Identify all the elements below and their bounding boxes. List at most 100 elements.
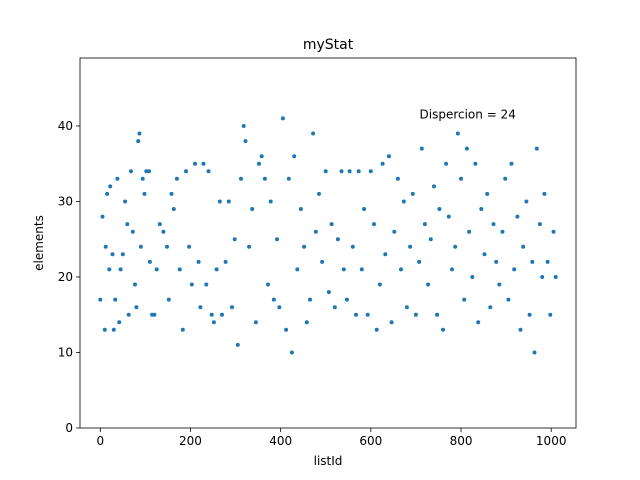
data-point <box>509 161 514 166</box>
data-point <box>157 222 162 227</box>
data-point <box>286 176 291 181</box>
data-point <box>354 312 358 317</box>
data-point <box>177 267 182 272</box>
x-tick-label: 1000 <box>536 434 567 448</box>
data-point <box>479 207 484 211</box>
data-point <box>320 259 325 264</box>
data-point <box>410 191 415 196</box>
data-point <box>126 312 131 317</box>
data-point <box>253 320 258 325</box>
data-point <box>211 320 216 325</box>
data-point <box>209 312 214 317</box>
y-tick-label: 0 <box>65 421 73 435</box>
data-point <box>545 259 550 264</box>
data-point <box>174 176 179 181</box>
data-point <box>455 131 460 136</box>
data-point <box>444 161 449 166</box>
data-point <box>105 191 110 196</box>
data-point <box>485 191 490 196</box>
data-point <box>374 327 379 332</box>
chart-title: myStat <box>303 37 354 53</box>
data-point <box>365 312 370 317</box>
data-point <box>302 244 307 249</box>
data-point <box>450 267 454 272</box>
data-point <box>295 267 300 272</box>
data-point <box>98 297 103 302</box>
data-point <box>377 282 382 287</box>
data-point <box>408 244 413 249</box>
data-point <box>142 191 147 196</box>
data-point <box>257 161 261 166</box>
y-tick-label: 10 <box>58 345 73 359</box>
x-tick-label: 800 <box>450 434 473 448</box>
data-point <box>214 267 219 272</box>
data-point <box>470 275 475 279</box>
data-point <box>136 139 141 144</box>
data-point <box>137 131 142 136</box>
data-point <box>323 169 328 174</box>
data-point <box>422 222 427 227</box>
data-point <box>298 207 303 211</box>
data-point <box>123 199 128 204</box>
data-point <box>232 237 237 242</box>
data-point <box>107 267 112 272</box>
data-point <box>311 131 316 136</box>
data-point <box>553 275 558 279</box>
data-point <box>534 146 539 151</box>
data-point <box>304 320 309 325</box>
data-point <box>206 169 211 174</box>
data-point <box>344 297 349 302</box>
data-point <box>432 184 436 189</box>
data-point <box>462 297 467 302</box>
data-point <box>125 222 130 227</box>
data-point <box>220 312 224 317</box>
data-point <box>100 214 105 219</box>
data-point <box>332 305 337 310</box>
data-point <box>326 290 331 295</box>
data-point <box>437 207 442 211</box>
data-point <box>368 169 373 174</box>
data-point <box>166 297 171 302</box>
data-point <box>537 222 542 227</box>
data-point <box>497 282 502 287</box>
data-point <box>108 184 113 189</box>
data-point <box>230 305 234 310</box>
data-point <box>503 176 508 181</box>
data-point <box>453 244 458 249</box>
data-point <box>341 267 346 272</box>
data-point <box>133 282 137 287</box>
data-point <box>317 191 321 196</box>
plot-frame <box>79 57 577 429</box>
y-tick-label: 20 <box>58 270 73 284</box>
data-point <box>235 342 240 347</box>
data-point <box>140 176 145 181</box>
data-point <box>476 320 481 325</box>
data-point <box>464 146 469 151</box>
data-point <box>154 267 159 272</box>
data-point <box>102 327 107 332</box>
data-point <box>280 116 285 121</box>
data-point <box>241 124 246 128</box>
data-point <box>542 191 547 196</box>
data-point <box>266 282 270 287</box>
data-point <box>161 229 166 234</box>
data-point <box>250 207 255 211</box>
x-axis-ticks: 0 200 400 600 800 1000 <box>96 428 566 448</box>
data-point <box>435 312 440 317</box>
data-point <box>491 222 496 227</box>
data-point <box>189 282 194 287</box>
x-tick-label: 0 <box>96 434 104 448</box>
data-point <box>313 229 318 234</box>
data-point <box>413 312 418 317</box>
data-point <box>180 327 185 332</box>
data-point <box>530 259 535 264</box>
data-point <box>383 252 388 257</box>
data-point <box>347 169 352 174</box>
dispersion-annotation: Dispercion = 24 <box>420 107 516 121</box>
data-point <box>392 229 397 234</box>
data-point <box>120 252 125 257</box>
data-point <box>359 267 364 272</box>
data-point <box>147 169 151 174</box>
data-point <box>446 214 451 219</box>
data-point <box>419 146 424 151</box>
